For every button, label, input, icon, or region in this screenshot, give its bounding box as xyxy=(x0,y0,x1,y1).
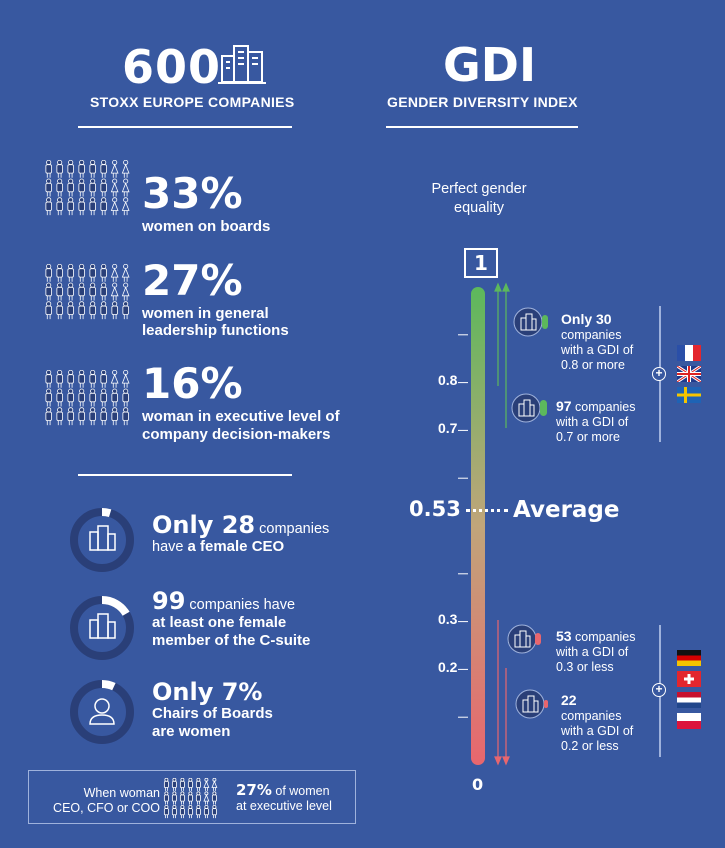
people-icon-group xyxy=(44,369,132,431)
divider xyxy=(78,474,292,476)
footer-box xyxy=(28,770,356,824)
people-icon-group xyxy=(44,263,132,325)
gdi-caption: GENDER DIVERSITY INDEX xyxy=(387,94,578,110)
stat-percent: 33% xyxy=(142,169,243,218)
stat-text: company decision-makers xyxy=(142,426,331,443)
tick-label: 0.3 xyxy=(438,611,458,627)
average-value: 0.53 xyxy=(409,497,461,521)
csuite-text: 99 companies have at least one female me… xyxy=(152,587,311,649)
footer-text: 27% of women at executive level xyxy=(236,781,332,814)
stat-text: woman in executive level of xyxy=(142,408,340,425)
zero-label: 0 xyxy=(472,775,484,794)
stat-text: women in general xyxy=(142,305,269,322)
plus-icon: + xyxy=(652,683,666,697)
buildings-badge-icon xyxy=(512,306,550,343)
netherlands-flag xyxy=(677,692,701,708)
footer-people-icon xyxy=(163,777,219,824)
perfect-equality-label: Perfect gender equality xyxy=(431,181,527,216)
sweden-flag xyxy=(677,387,701,403)
group-text: Only 30 companies with a GDI of 0.8 or more xyxy=(561,311,634,373)
gdi-axis-ticks xyxy=(458,0,474,848)
average-label: Average xyxy=(513,497,620,523)
range-arrows xyxy=(494,282,510,766)
france-flag xyxy=(677,345,701,361)
tick-label: 0.7 xyxy=(438,420,458,436)
footer-label: When woman CEO, CFO or COO xyxy=(53,786,160,815)
buildings-badge-icon xyxy=(506,623,544,660)
tick-label: 0.2 xyxy=(438,659,458,675)
people-icon-group xyxy=(44,159,132,221)
divider xyxy=(78,126,292,128)
switzerland-flag xyxy=(677,671,701,687)
plus-icon: + xyxy=(652,367,666,381)
buildings-icon xyxy=(218,42,266,89)
stat-percent: 27% xyxy=(142,256,243,305)
stat-text: leadership functions xyxy=(142,322,289,339)
csuite-ring xyxy=(70,596,134,665)
companies-caption: STOXX EUROPE COMPANIES xyxy=(90,94,295,110)
ceo-ring xyxy=(70,508,134,577)
top-value-box: 1 xyxy=(464,248,498,278)
germany-flag xyxy=(677,650,701,666)
gdi-title: GDI xyxy=(443,38,537,92)
poland-flag xyxy=(677,713,701,729)
group-text: 22 companies with a GDI of 0.2 or less xyxy=(561,692,634,754)
tick-label: 0.8 xyxy=(438,372,458,388)
buildings-badge-icon xyxy=(510,392,548,429)
stat-percent: 16% xyxy=(142,359,243,408)
group-text: 97 companies with a GDI of 0.7 or more xyxy=(556,398,636,445)
buildings-badge-icon xyxy=(514,688,552,725)
chair-text: Only 7% Chairs of Boards are women xyxy=(152,678,273,740)
group-text: 53 companies with a GDI of 0.3 or less xyxy=(556,628,636,675)
companies-count: 600 xyxy=(122,40,222,94)
uk-flag xyxy=(677,366,701,382)
stat-text: women on boards xyxy=(142,218,271,235)
ceo-text: Only 28 companies have a female CEO xyxy=(152,511,330,555)
average-dots xyxy=(466,509,508,512)
divider xyxy=(386,126,578,128)
chair-ring xyxy=(70,680,134,749)
gdi-gradient-bar xyxy=(471,287,485,765)
